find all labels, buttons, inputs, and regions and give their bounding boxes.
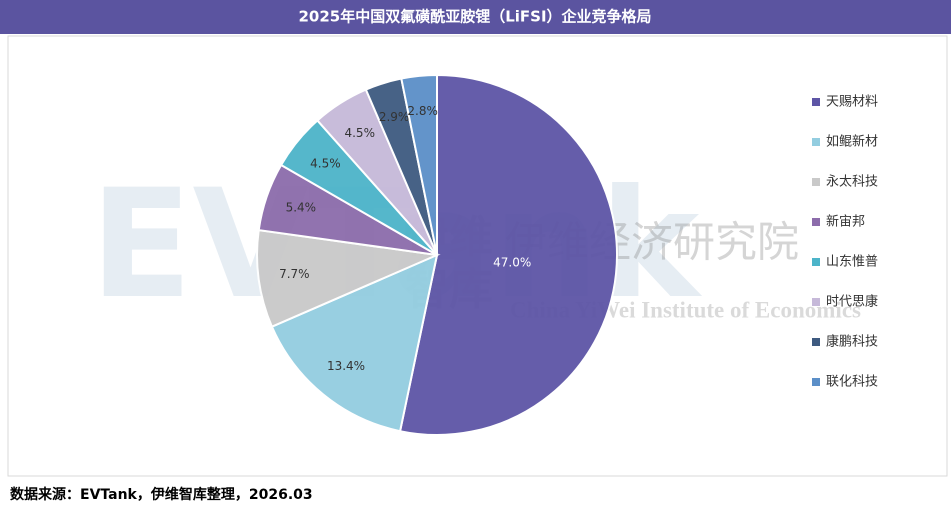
data-label: 5.4% — [286, 201, 317, 215]
legend-label: 时代思康 — [826, 294, 878, 310]
legend-swatch — [812, 218, 820, 226]
legend-swatch — [812, 178, 820, 186]
legend-swatch — [812, 98, 820, 106]
legend-swatch — [812, 258, 820, 266]
legend-label: 永太科技 — [826, 175, 878, 190]
legend-label: 如鲲新材 — [826, 134, 878, 150]
legend-label: 康鹏科技 — [826, 334, 878, 350]
legend-swatch — [812, 298, 820, 306]
plot-frame — [7, 35, 948, 477]
pie-slice — [256, 228, 441, 329]
legend-label: 联化科技 — [826, 375, 878, 390]
data-label: 13.4% — [327, 359, 365, 373]
pie-slice — [270, 253, 439, 433]
data-label: 47.0% — [493, 255, 531, 269]
header-bar — [0, 0, 951, 34]
legend-label: 天赐材料 — [826, 95, 878, 110]
source-note: 数据来源：EVTank，伊维智库整理，2026.03 — [10, 486, 313, 503]
data-label: 2.9% — [379, 110, 410, 124]
legend-label: 新宙邦 — [826, 214, 865, 230]
data-label: 7.7% — [279, 267, 310, 281]
data-label: 2.8% — [407, 104, 438, 118]
data-label: 4.5% — [344, 126, 375, 140]
legend-swatch — [812, 338, 820, 346]
data-label: 4.5% — [310, 157, 341, 171]
legend-swatch — [812, 138, 820, 146]
legend-swatch — [812, 378, 820, 386]
legend-label: 山东惟普 — [826, 255, 878, 270]
chart-title: 2025年中国双氟磺酰亚胺锂（LiFSI）企业竞争格局 — [298, 8, 651, 26]
pie-slice — [400, 73, 438, 256]
pie-slice — [398, 73, 618, 436]
